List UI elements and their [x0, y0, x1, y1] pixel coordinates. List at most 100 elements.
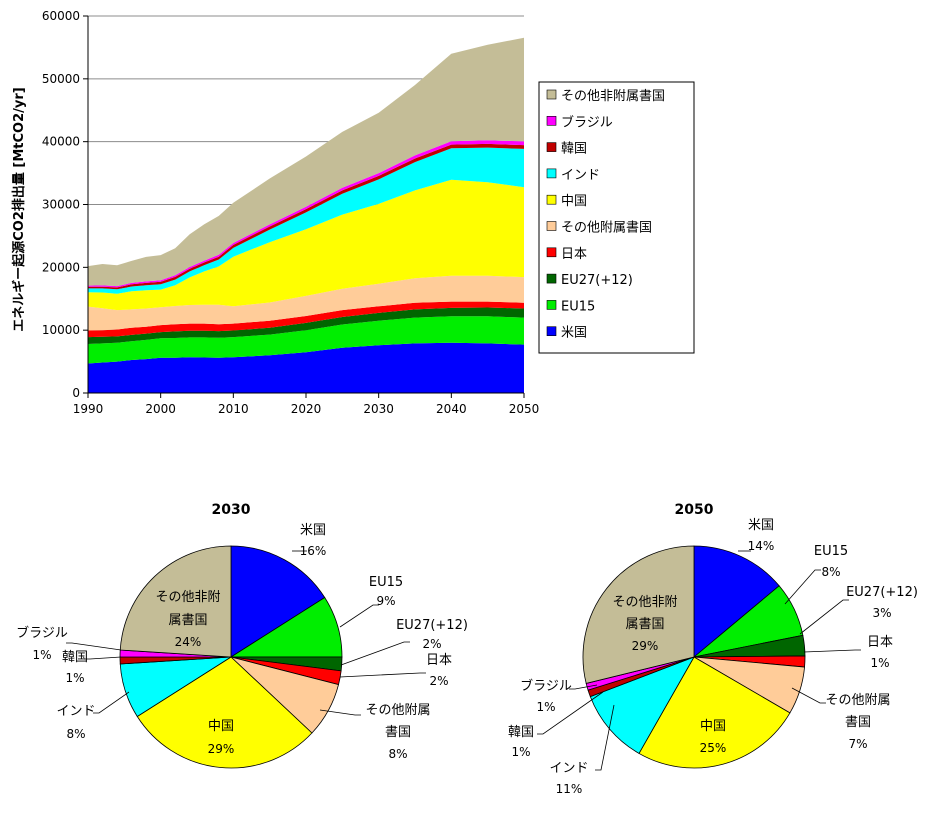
pie-label-pct-8: 1%: [536, 700, 555, 714]
pie-title: 2030: [212, 502, 251, 518]
pie-leader-line-2: [799, 599, 849, 635]
area-series-3: [88, 301, 524, 338]
pie-label-pct-0: 14%: [748, 539, 775, 553]
pie-leader-line-6: [93, 691, 130, 714]
pie-leader-line-1: [339, 604, 379, 628]
pie-label-pct-2: 2%: [422, 637, 441, 651]
pie-slice-6: [589, 656, 695, 754]
pie-label-name-0: 米国: [300, 523, 326, 538]
pie-label-pct-7: 1%: [65, 671, 84, 685]
legend-swatch-6: [546, 168, 557, 179]
pie-leader-line-6: [595, 704, 615, 771]
pie-label-pct-2: 3%: [872, 606, 891, 620]
pie-label-pct-8: 1%: [32, 648, 51, 662]
pie-label-pct-4: 8%: [388, 747, 407, 761]
legend-entry-7: 韓国: [561, 142, 587, 157]
legend-swatch-8: [546, 116, 557, 126]
pie-leader-line-3: [803, 649, 861, 653]
pie-label-name-2: EU27(+12): [846, 585, 918, 600]
legend-entry-5: 中国: [561, 194, 587, 209]
pie-label-pct-6: 8%: [66, 727, 85, 741]
pie-label-pct-7: 1%: [511, 745, 530, 759]
pie-leader-line-2: [340, 641, 410, 666]
pie-label-name-8: ブラジル: [520, 678, 572, 694]
legend-entry-6: インド: [561, 168, 600, 183]
pie-label-pct-3: 1%: [870, 656, 889, 670]
pie-label-name-9: その他非附: [155, 590, 220, 605]
pie-label-name-9: 属書国: [168, 613, 207, 628]
legend-entry-0: 米国: [561, 326, 587, 341]
y-tick-label: 60000: [42, 9, 80, 23]
y-tick-label: 10000: [42, 323, 80, 337]
pie-slice-9: [582, 545, 695, 684]
pie-label-name-9: その他非附: [612, 595, 677, 610]
pie-slice-9: [119, 545, 232, 658]
pie-title: 2050: [675, 502, 714, 518]
legend-swatch-2: [546, 273, 557, 284]
pie-label-pct-1: 8%: [821, 565, 840, 579]
pie-label-pct-3: 2%: [429, 674, 448, 688]
pie-label-name-2: EU27(+12): [396, 618, 468, 633]
legend-swatch-9: [546, 89, 557, 100]
pie-label-name-4: その他附属: [365, 703, 430, 718]
pie-label-name-9: 属書国: [625, 617, 664, 632]
pie-label-name-5: 中国: [208, 719, 234, 734]
pie-slice-5: [136, 656, 313, 769]
legend-entry-4: その他附属書国: [561, 221, 652, 236]
legend-swatch-0: [546, 326, 557, 337]
area-series-9: [88, 37, 524, 287]
area-series-2: [88, 307, 524, 344]
pie-label-name-6: インド: [549, 761, 588, 776]
pie-label-pct-5: 25%: [700, 741, 727, 755]
pie-label-name-4: 書国: [845, 715, 871, 730]
pie-label-pct-9: 24%: [175, 635, 202, 649]
legend-entry-2: EU27(+12): [561, 273, 633, 288]
legend-entry-1: EU15: [561, 299, 595, 314]
y-tick-label: 30000: [42, 198, 80, 212]
pie-label-name-4: その他附属: [825, 693, 890, 708]
pie-label-pct-5: 29%: [208, 742, 235, 756]
pie-leader-line-4: [791, 687, 826, 704]
pie-label-pct-4: 7%: [848, 737, 867, 751]
area-series-1: [88, 316, 524, 364]
x-tick-label: 1990: [73, 402, 104, 416]
legend-entry-3: 日本: [561, 247, 587, 262]
x-tick-label: 2040: [436, 402, 467, 416]
pie-leader-line-7: [84, 656, 122, 660]
area-series-4: [88, 275, 524, 331]
pie-label-pct-6: 11%: [556, 782, 583, 796]
pie-label-name-7: 韓国: [508, 725, 534, 740]
pie-leader-line-4: [319, 709, 361, 716]
legend-swatch-3: [546, 247, 557, 258]
pie-label-name-1: EU15: [369, 575, 403, 590]
y-axis-label: エネルギー起源CO2排出量 [MtCO2/yr]: [11, 87, 27, 331]
y-tick-label: 20000: [42, 260, 80, 274]
y-tick-label: 0: [72, 386, 80, 400]
legend-swatch-5: [546, 194, 557, 205]
pie-leader-line-1: [784, 569, 821, 605]
x-tick-label: 2010: [218, 402, 249, 416]
area-series-0: [88, 342, 524, 393]
pie-label-name-3: 日本: [867, 635, 893, 650]
pie-slice-0: [693, 545, 780, 658]
area-series-5: [88, 179, 524, 311]
pie-label-name-8: ブラジル: [16, 625, 68, 641]
pie-label-name-0: 米国: [748, 518, 774, 533]
pie-label-pct-0: 16%: [300, 544, 327, 558]
legend-entry-9: その他非附属書国: [561, 89, 665, 104]
pie-slice-0: [230, 545, 326, 658]
pie-label-name-3: 日本: [426, 653, 452, 668]
x-tick-label: 2020: [291, 402, 322, 416]
pie-label-name-7: 韓国: [62, 650, 88, 665]
y-tick-label: 50000: [42, 72, 80, 86]
pie-leader-line-8: [66, 642, 122, 651]
legend-box: [538, 81, 695, 354]
pie-leader-line-7: [537, 691, 604, 735]
pie-label-name-5: 中国: [700, 719, 726, 734]
legend-entry-8: ブラジル: [561, 114, 613, 130]
x-tick-label: 2000: [145, 402, 176, 416]
pie-label-name-6: インド: [56, 704, 95, 719]
pie-label-pct-1: 9%: [376, 594, 395, 608]
